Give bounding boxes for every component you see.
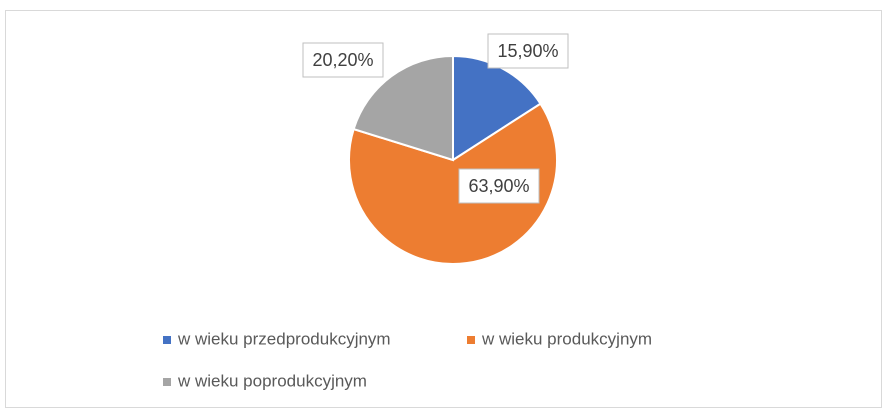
legend-swatch: [163, 336, 171, 344]
legend-label: w wieku poprodukcyjnym: [177, 371, 367, 390]
legend-label: w wieku produkcyjnym: [481, 329, 652, 348]
data-label: 20,20%: [312, 50, 373, 70]
pie-slice: [352, 54, 454, 162]
data-label-box: [458, 168, 540, 204]
data-label: 15,90%: [497, 41, 558, 61]
data-label-box: [487, 33, 569, 69]
data-label-box: [302, 42, 384, 78]
pie-slice: [452, 54, 542, 162]
legend-swatch: [163, 378, 171, 386]
data-label: 63,90%: [468, 176, 529, 196]
legend-label: w wieku przedprodukcyjnym: [177, 329, 391, 348]
legend-swatch: [467, 336, 475, 344]
pie-slice: [348, 102, 558, 265]
